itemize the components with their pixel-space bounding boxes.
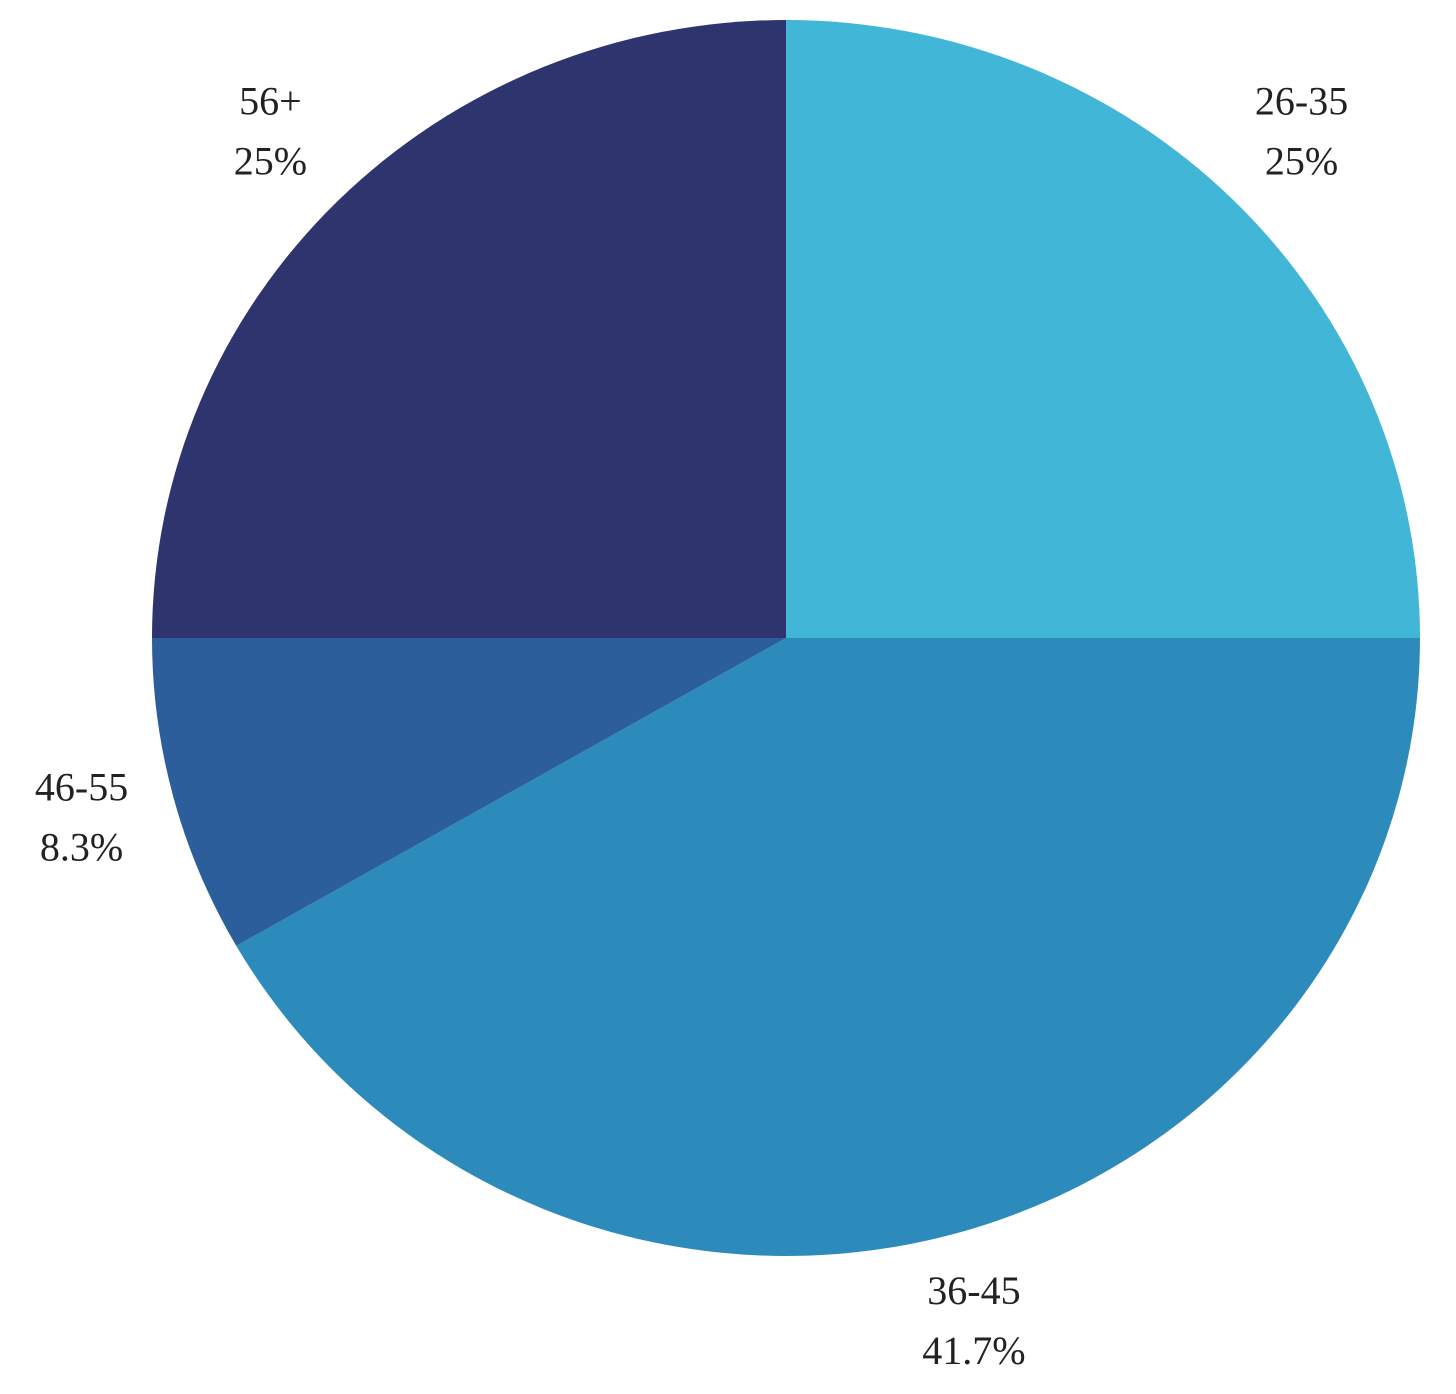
slice-value-label: 41.7% [922, 1328, 1025, 1373]
pie-slice [236, 638, 1420, 1257]
slice-category-label: 26-35 [1255, 79, 1348, 124]
slice-category-label: 46-55 [35, 764, 128, 809]
slice-category-label: 56+ [239, 79, 302, 124]
slice-category-label: 36-45 [927, 1268, 1020, 1313]
pie-slice [152, 638, 786, 946]
slice-value-label: 8.3% [40, 824, 123, 869]
pie-slice [152, 20, 786, 638]
slice-value-label: 25% [234, 139, 307, 184]
slice-value-label: 25% [1265, 139, 1338, 184]
pie-slice [786, 20, 1420, 638]
